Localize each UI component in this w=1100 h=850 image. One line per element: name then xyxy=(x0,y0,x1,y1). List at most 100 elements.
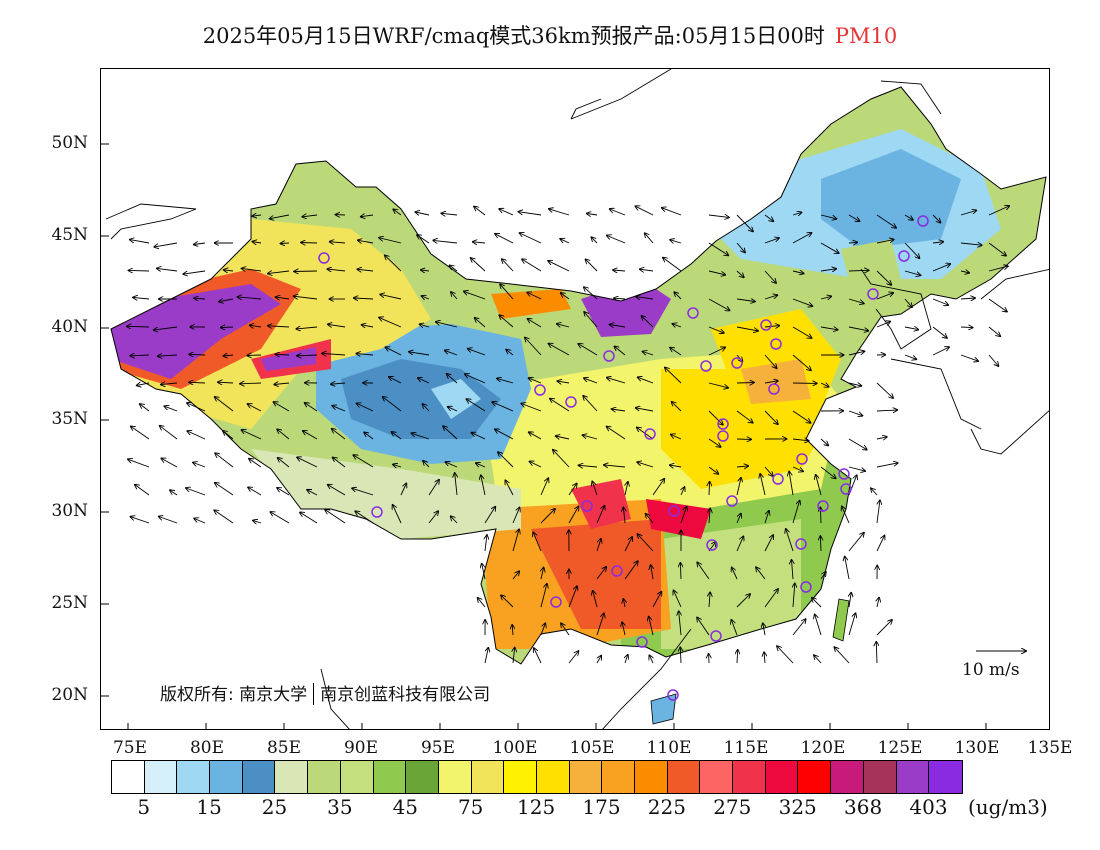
wind-arrow xyxy=(276,297,290,299)
wind-arrow xyxy=(614,346,626,356)
wind-arrow xyxy=(697,618,710,636)
wind-arrow xyxy=(764,410,778,424)
wind-arrow xyxy=(294,271,318,272)
wind-arrow xyxy=(651,565,653,580)
lat-label-20n: 20N xyxy=(51,685,88,705)
wind-arrow xyxy=(330,242,346,243)
wind-arrow xyxy=(643,352,654,356)
wind-arrow xyxy=(422,296,430,299)
wind-arrow xyxy=(328,485,346,496)
wind-arrow xyxy=(183,270,206,274)
legend-swatch xyxy=(406,761,439,793)
wind-arrow xyxy=(159,517,178,524)
station-circle xyxy=(644,428,656,440)
frame-ticks xyxy=(101,143,987,729)
wind-arrow xyxy=(848,438,867,450)
legend-label: 5 xyxy=(137,795,151,819)
wind-arrow xyxy=(421,270,430,271)
legend-swatch xyxy=(635,761,668,793)
wind-arrow xyxy=(640,269,654,271)
wind-arrow xyxy=(674,590,682,608)
wind-arrow xyxy=(708,242,728,255)
wind-arrow xyxy=(988,266,1008,272)
wind-arrow xyxy=(672,402,682,412)
wind-arrow xyxy=(732,568,738,580)
wind-arrow xyxy=(638,534,654,552)
wind-arrow xyxy=(988,354,998,366)
wind-arrow xyxy=(484,507,495,524)
hainan-island xyxy=(650,693,677,725)
wind-arrow xyxy=(604,465,626,467)
wind-arrow xyxy=(709,509,710,524)
wind-arrow xyxy=(248,404,262,412)
wind-arrow xyxy=(423,461,430,468)
wind-arrow xyxy=(764,270,776,283)
wind-arrow xyxy=(473,242,486,243)
wind-arrow xyxy=(161,458,178,468)
legend-swatch xyxy=(471,761,505,793)
wind-arrow xyxy=(820,269,836,271)
wind-arrow xyxy=(777,646,794,664)
wind-arrow xyxy=(484,648,488,664)
wind-arrow xyxy=(834,647,850,664)
wind-arrow xyxy=(474,207,486,216)
wind-arrow xyxy=(379,238,402,244)
wind-arrow xyxy=(157,268,178,271)
legend-swatch xyxy=(504,761,537,793)
wind-arrow xyxy=(612,409,626,411)
wind-arrow xyxy=(820,214,836,219)
wind-arrow xyxy=(278,458,290,468)
color-legend xyxy=(111,760,963,794)
wind-arrow xyxy=(596,613,604,636)
wind-arrow xyxy=(646,514,654,524)
wind-arrow xyxy=(592,482,598,496)
wind-arrow xyxy=(789,472,794,496)
wind-arrow xyxy=(506,350,514,356)
wind-arrow xyxy=(331,383,346,384)
legend-label: 403 xyxy=(909,795,948,819)
wind-arrow xyxy=(428,480,439,496)
station-circle xyxy=(772,473,784,485)
wind-arrow xyxy=(219,299,234,302)
wind-arrow xyxy=(332,429,346,440)
station-circle xyxy=(550,596,562,608)
wind-arrow xyxy=(131,426,150,440)
wind-arrow xyxy=(876,270,891,285)
wind-arrow xyxy=(158,355,178,356)
wind-arrow xyxy=(512,529,519,552)
station-markers xyxy=(318,215,929,701)
wind-arrow xyxy=(708,215,729,217)
lon-label-115e: 115E xyxy=(723,738,769,758)
station-circle xyxy=(611,565,623,577)
legend-label: 175 xyxy=(582,795,621,819)
wind-arrow xyxy=(613,270,626,271)
wind-arrow xyxy=(596,539,601,552)
wind-arrow xyxy=(400,484,406,496)
wind-arrow xyxy=(708,438,721,447)
wind-arrow xyxy=(307,490,318,496)
wind-arrow xyxy=(561,293,570,300)
wind-arrow xyxy=(792,560,794,580)
lon-label-135e: 135E xyxy=(1027,738,1073,758)
wind-arrow xyxy=(455,473,457,496)
wind-arrow xyxy=(820,296,831,299)
legend-swatch xyxy=(373,761,407,793)
wind-arrow xyxy=(792,354,811,370)
wind-arrow xyxy=(792,501,800,524)
wind-arrow xyxy=(848,466,865,471)
wind-arrow xyxy=(584,287,598,300)
wind-arrow xyxy=(674,292,682,300)
wind-arrow xyxy=(548,261,570,272)
wind-arrow xyxy=(443,426,458,440)
wind-arrow xyxy=(672,324,682,327)
legend-label: 25 xyxy=(261,795,288,819)
legend-swatch xyxy=(340,761,374,793)
wind-arrow xyxy=(960,243,982,245)
legend-label: 325 xyxy=(778,795,817,819)
wind-arrow xyxy=(270,214,290,219)
wind-arrow xyxy=(848,270,869,271)
wind-arrow xyxy=(764,354,777,368)
wind-arrow xyxy=(492,402,514,412)
wind-arrow xyxy=(249,459,262,468)
legend-swatch xyxy=(112,761,145,793)
